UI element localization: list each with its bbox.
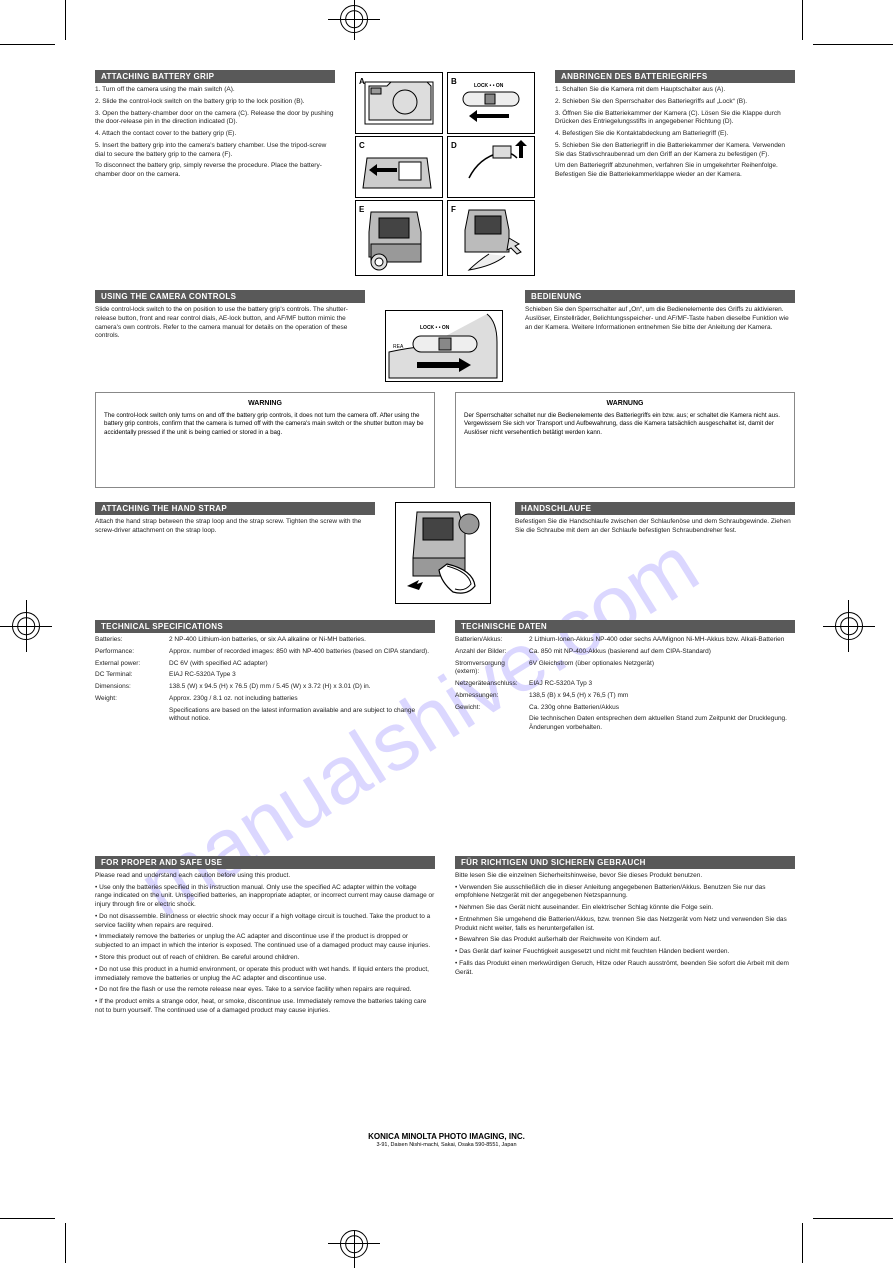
- crop-mark: [813, 1218, 893, 1219]
- step-text: 5. Schieben Sie den Batteriegriff in die…: [555, 142, 795, 160]
- crop-mark: [65, 0, 66, 40]
- svg-text:A: A: [359, 77, 365, 86]
- section-title-strap-de: HANDSCHLAUFE: [515, 502, 795, 515]
- step-text: 4. Attach the contact cover to the batte…: [95, 130, 335, 139]
- crop-mark: [802, 0, 803, 40]
- safety-text-en: Please read and understand each caution …: [95, 872, 435, 1016]
- step-text: 2. Schieben Sie den Sperrschalter des Ba…: [555, 98, 795, 107]
- crop-mark: [354, 1230, 355, 1268]
- section-title-spec-en: TECHNICAL SPECIFICATIONS: [95, 620, 435, 633]
- warning-box-de: WARNUNG Der Sperrschalter schaltet nur d…: [455, 392, 795, 488]
- step-text: 2. Slide the control-lock switch on the …: [95, 98, 335, 107]
- lock-on-label: LOCK • • ON: [420, 325, 449, 331]
- warning-text: Der Sperrschalter schaltet nur die Bedie…: [464, 412, 786, 438]
- illustration-c: C: [355, 136, 443, 198]
- svg-text:REA: REA: [393, 344, 404, 350]
- illustration-strap: [395, 502, 491, 604]
- lock-on-label: LOCK • • ON: [474, 83, 503, 89]
- crop-mark: [802, 1223, 803, 1263]
- section-title-controls-en: USING THE CAMERA CONTROLS: [95, 290, 365, 303]
- crop-mark: [0, 1218, 55, 1219]
- warning-title: WARNUNG: [464, 399, 786, 409]
- illustration-e: E: [355, 200, 443, 276]
- illustration-a: A: [355, 72, 443, 134]
- warning-title: WARNING: [104, 399, 426, 409]
- spec-table-en: Batteries:2 NP-400 Lithium-ion batteries…: [95, 636, 435, 724]
- illustration-f: F: [447, 200, 535, 276]
- crop-mark: [823, 626, 875, 627]
- footer-address: 3-91, Daisen Nishi-machi, Sakai, Osaka 5…: [0, 1142, 893, 1148]
- step-text: To disconnect the battery grip, simply r…: [95, 162, 335, 180]
- section-title-spec-de: TECHNISCHE DATEN: [455, 620, 795, 633]
- section-title-safety-de: FÜR RICHTIGEN UND SICHEREN GEBRAUCH: [455, 856, 795, 869]
- step-text: 3. Öffnen Sie die Batteriekammer der Kam…: [555, 110, 795, 128]
- section-title-safety-en: FOR PROPER AND SAFE USE: [95, 856, 435, 869]
- spec-table-de: Batterien/Akkus:2 Lithium-Ionen-Akkus NP…: [455, 636, 795, 733]
- svg-text:E: E: [359, 205, 365, 214]
- section-title-attaching-de: ANBRINGEN DES BATTERIEGRIFFS: [555, 70, 795, 83]
- crop-mark: [813, 44, 893, 45]
- illustration-b: LOCK • • ON B: [447, 72, 535, 134]
- illustration-d: D: [447, 136, 535, 198]
- crop-mark: [65, 1223, 66, 1263]
- section-title-controls-de: BEDIENUNG: [525, 290, 795, 303]
- safety-text-de: Bitte lesen Sie die einzelnen Sicherheit…: [455, 872, 795, 978]
- svg-text:C: C: [359, 141, 365, 150]
- warning-box-en: WARNING The control-lock switch only tur…: [95, 392, 435, 488]
- body-text: Schieben Sie den Sperrschalter auf „On“,…: [525, 306, 795, 332]
- section-title-attaching-en: ATTACHING BATTERY GRIP: [95, 70, 335, 83]
- step-text: 3. Open the battery-chamber door on the …: [95, 110, 335, 128]
- step-text: Um den Batteriegriff abzunehmen, verfahr…: [555, 162, 795, 180]
- crop-mark: [354, 0, 355, 33]
- illustration-lock-on: LOCK • • ON REA: [385, 310, 503, 382]
- svg-text:F: F: [451, 205, 456, 214]
- footer-company: KONICA MINOLTA PHOTO IMAGING, INC.: [0, 1132, 893, 1141]
- svg-text:B: B: [451, 77, 457, 86]
- warning-text: The control-lock switch only turns on an…: [104, 412, 426, 438]
- step-text: 4. Befestigen Sie die Kontaktabdeckung a…: [555, 130, 795, 139]
- body-text: Attach the hand strap between the strap …: [95, 518, 375, 536]
- crop-mark: [0, 44, 55, 45]
- step-text: 5. Insert the battery grip into the came…: [95, 142, 335, 160]
- crop-mark: [0, 626, 52, 627]
- body-text: Befestigen Sie die Handschlaufe zwischen…: [515, 518, 795, 536]
- section-title-strap-en: ATTACHING THE HAND STRAP: [95, 502, 375, 515]
- svg-text:D: D: [451, 141, 457, 150]
- step-text: 1. Schalten Sie die Kamera mit dem Haupt…: [555, 86, 795, 95]
- body-text: Slide control-lock switch to the on posi…: [95, 306, 365, 341]
- step-text: 1. Turn off the camera using the main sw…: [95, 86, 335, 95]
